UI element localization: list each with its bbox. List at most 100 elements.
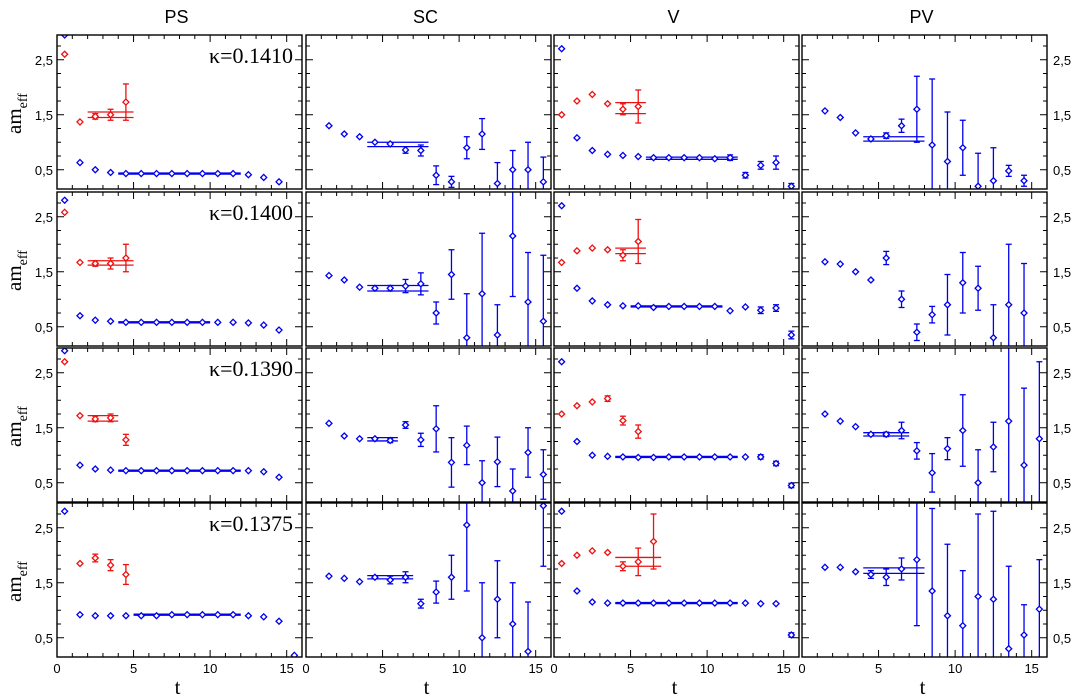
data-point [1004, 166, 1013, 175]
excited-state-series [557, 394, 643, 439]
ground-state-fit [645, 156, 738, 160]
data-point [851, 422, 860, 431]
x-tick-label: 5 [130, 661, 137, 676]
data-point [213, 169, 222, 178]
x-tick-label: 0 [302, 661, 309, 676]
data-point [1004, 417, 1013, 426]
data-point [741, 452, 750, 461]
data-point [198, 610, 207, 619]
data-point [772, 304, 780, 312]
data-point [60, 348, 69, 355]
data-point [213, 610, 222, 619]
x-tick-label: 0 [53, 661, 60, 676]
data-point [943, 611, 952, 620]
data-point [167, 466, 176, 475]
data-point [416, 146, 425, 155]
ground-state-series [325, 192, 548, 346]
kappa-label: κ=0.1390 [209, 356, 293, 381]
data-point [355, 283, 364, 292]
data-point [912, 446, 921, 455]
data-point [462, 333, 471, 342]
data-point [618, 151, 627, 160]
data-point [106, 466, 115, 475]
data-point [1020, 631, 1028, 639]
data-point [756, 452, 765, 461]
data-point [229, 169, 238, 178]
data-point [60, 50, 69, 59]
x-axis-label: t [920, 675, 926, 699]
data-point [198, 169, 207, 178]
data-point [229, 318, 238, 327]
panel-plot-area [60, 348, 295, 502]
data-point [462, 521, 471, 529]
data-point [508, 165, 517, 174]
data-point [573, 437, 581, 446]
data-point [573, 284, 581, 293]
data-point [726, 306, 735, 315]
panel-plot-area [325, 503, 548, 657]
data-point [787, 331, 796, 339]
data-point [557, 44, 566, 53]
data-point [259, 321, 268, 330]
data-point [167, 169, 176, 178]
data-point [603, 548, 612, 557]
ground-state-fit [367, 284, 429, 292]
data-point [106, 413, 115, 422]
data-point [447, 458, 456, 467]
data-point [836, 113, 845, 122]
data-point [275, 473, 283, 482]
x-tick-label: 15 [279, 661, 293, 676]
data-point [603, 452, 612, 461]
data-point [649, 599, 658, 608]
data-point [634, 102, 643, 111]
data-point [91, 611, 100, 620]
data-point [60, 196, 69, 205]
panel-pv-row-3: 0,5 1,5 2,5 [801, 347, 1071, 503]
data-point [386, 139, 395, 148]
data-point [989, 443, 998, 451]
panel-ticks [553, 348, 800, 502]
data-point [866, 276, 875, 284]
data-point [756, 599, 765, 608]
data-point [588, 296, 597, 305]
data-point [588, 146, 597, 155]
panel-ps-row-1: κ=0.1410 0,5 1,5 2,5 [35, 34, 303, 190]
data-point [943, 300, 952, 309]
panel-grid: κ=0.1410 0,5 1,5 2,5 0,5 1,5 2,5 κ=0.1400 0,5 1,5… [35, 34, 1071, 676]
data-point [756, 161, 765, 170]
x-axis-label: t [175, 675, 181, 699]
data-point [401, 421, 410, 429]
data-point [928, 310, 937, 319]
data-point [167, 318, 176, 327]
ground-state-fit [615, 601, 738, 605]
data-point [664, 153, 673, 162]
kappa-label: κ=0.1375 [209, 511, 293, 536]
data-point [974, 182, 983, 189]
excited-state-series [557, 513, 658, 577]
data-point [539, 470, 548, 479]
panel-plot-area [821, 75, 1028, 189]
x-axis-label: t [424, 675, 430, 699]
ground-state-series [557, 507, 796, 639]
data-point [76, 411, 84, 420]
data-point [588, 90, 597, 99]
panel-plot-area [60, 35, 283, 186]
x-tick-label: 5 [875, 661, 882, 676]
data-point [370, 138, 379, 147]
panel-plot-area [821, 348, 1044, 502]
data-point [573, 587, 581, 595]
data-point [851, 267, 860, 276]
data-point [897, 426, 906, 435]
data-point [91, 112, 100, 121]
data-point [958, 621, 967, 630]
data-point [726, 153, 735, 162]
data-point [787, 481, 796, 490]
data-point [183, 466, 192, 475]
x-tick-label: 5 [379, 661, 386, 676]
panel-frame [305, 347, 552, 503]
x-tick-label: 0 [550, 661, 557, 676]
x-tick-label: 15 [1024, 661, 1038, 676]
y-tick-label: 2,5 [1053, 210, 1071, 225]
data-point [943, 444, 952, 453]
data-point [618, 452, 627, 461]
